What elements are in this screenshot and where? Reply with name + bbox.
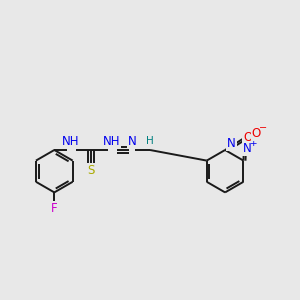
Text: N: N — [128, 135, 137, 148]
Text: N: N — [227, 137, 236, 150]
Text: H: H — [146, 136, 154, 146]
Text: O: O — [252, 127, 261, 140]
Text: −: − — [259, 123, 267, 133]
Text: S: S — [87, 164, 95, 176]
Text: F: F — [51, 202, 58, 215]
Text: N: N — [243, 142, 252, 155]
Text: +: + — [250, 139, 257, 148]
Text: NH: NH — [103, 135, 121, 148]
Text: NH: NH — [62, 135, 79, 148]
Text: O: O — [243, 131, 252, 145]
